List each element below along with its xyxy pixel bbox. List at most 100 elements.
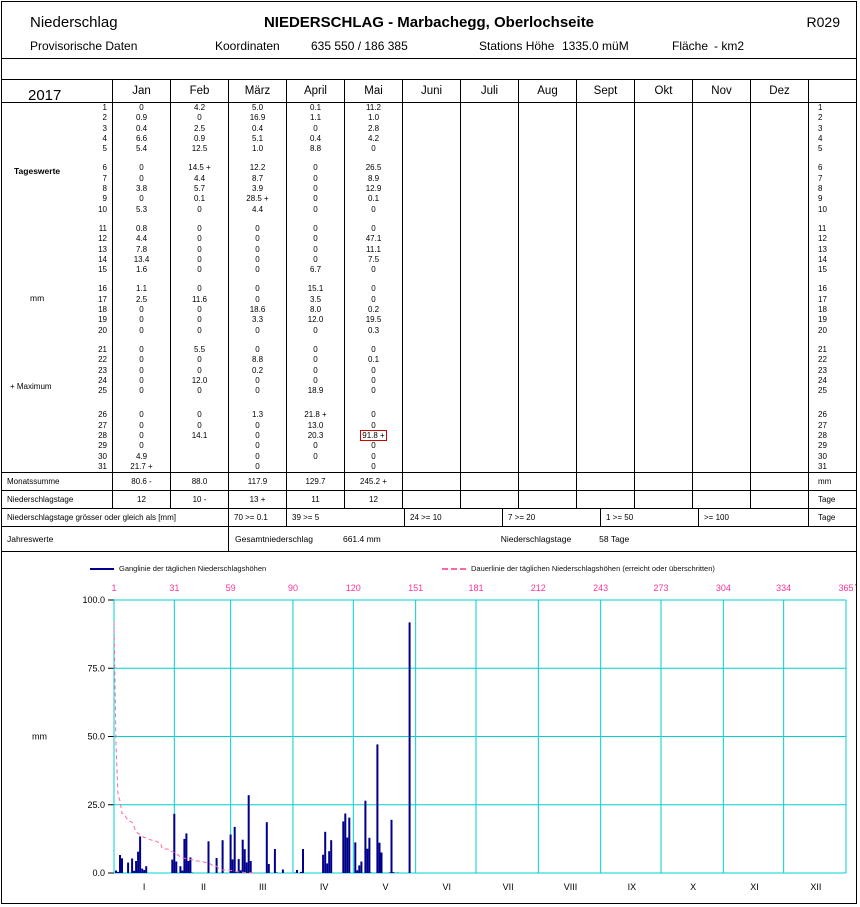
daily-value: 0 — [371, 410, 376, 420]
daily-value: 0 — [139, 386, 144, 396]
daily-value — [403, 355, 460, 365]
daily-value — [751, 386, 808, 396]
daily-value: 1.1 — [309, 113, 322, 123]
daily-value — [577, 144, 634, 154]
daily-value — [461, 452, 518, 462]
daily-value — [751, 345, 808, 355]
daily-value: 0 — [371, 441, 376, 451]
daily-value — [403, 174, 460, 184]
daily-value — [461, 144, 518, 154]
monthly-sum-label: Monatssumme — [7, 477, 60, 487]
daily-values-table: 2017 Tageswerte mm + Maximum Jan Feb März A… — [2, 79, 856, 553]
row-group-gap — [809, 336, 856, 345]
daily-value — [577, 305, 634, 315]
daily-value — [577, 462, 634, 472]
daily-value: 21.8 + — [304, 410, 327, 420]
precip-days-value — [402, 491, 460, 509]
daily-value — [403, 124, 460, 134]
daily-value: 0 — [139, 441, 144, 451]
station-altitude-label: Stations Höhe — [479, 39, 555, 53]
daily-value — [461, 163, 518, 173]
daily-value — [635, 255, 692, 265]
daily-value: 0 — [313, 123, 318, 133]
daily-value — [693, 452, 750, 462]
daily-value: 0 — [139, 325, 144, 335]
row-group-gap — [171, 396, 228, 410]
daily-value — [403, 184, 460, 194]
x-axis-day-label: 31 — [169, 583, 179, 593]
precip-bar — [388, 872, 391, 874]
daily-value: 3.8 — [135, 184, 148, 194]
daily-value — [693, 315, 750, 325]
day-number: 21 — [98, 344, 107, 354]
daily-value — [461, 113, 518, 123]
daily-value — [461, 295, 518, 305]
day-number: 10 — [98, 204, 107, 214]
daily-value: 0 — [313, 441, 318, 451]
daily-value — [403, 144, 460, 154]
x-axis-day-label: 243 — [593, 583, 608, 593]
row-group-gap — [403, 396, 460, 410]
daily-value: 0.1 — [367, 194, 380, 204]
tageswerte-label: Tageswerte — [14, 166, 61, 176]
precip-bar — [354, 842, 357, 874]
day-number: 26 — [98, 410, 107, 420]
row-group-gap — [809, 396, 856, 410]
day-number: 7 — [102, 173, 107, 183]
provisional-data-label: Provisorische Daten — [30, 39, 138, 53]
x-axis-day-label: 212 — [531, 583, 546, 593]
daily-value: 11.6 — [192, 294, 207, 304]
precip-days-value: 11 — [286, 491, 344, 509]
precip-days-value — [750, 491, 808, 509]
daily-value — [403, 134, 460, 144]
day-number: 20 — [818, 325, 827, 335]
month-header-row: Jan Feb März April Mai Juni Juli Aug Sept Okt Nov D… — [2, 80, 856, 103]
threshold-cell: 70 >= 0.1 — [228, 509, 286, 527]
daily-value — [403, 103, 460, 113]
area-label: Fläche — [672, 39, 709, 53]
daily-value — [519, 452, 576, 462]
daily-value: 5.7 — [193, 184, 206, 194]
daily-value — [577, 326, 634, 336]
day-number: 6 — [102, 163, 107, 173]
daily-value — [403, 452, 460, 462]
daily-value — [577, 224, 634, 234]
daily-value: 0 — [255, 234, 260, 244]
monthly-sum-value — [634, 473, 692, 491]
row-group-gap — [287, 215, 344, 224]
daily-value — [577, 366, 634, 376]
row-group-gap — [461, 215, 518, 224]
daily-value — [577, 376, 634, 386]
row-group-gap — [287, 336, 344, 345]
row-group-gap — [345, 275, 402, 284]
daily-value: 0 — [255, 254, 260, 264]
daily-value — [519, 113, 576, 123]
month-header-cells: Jan Feb März April Mai Juni Juli Aug Sept Okt Nov D… — [112, 80, 808, 102]
daily-value: 0.4 — [135, 123, 148, 133]
day-number: 12 — [818, 234, 827, 244]
row-group-gap — [577, 215, 634, 224]
daily-value — [577, 255, 634, 265]
daily-value: 0 — [255, 386, 260, 396]
month-numeral-label: III — [259, 882, 267, 892]
x-axis-day-label: 59 — [226, 583, 236, 593]
daily-value — [751, 144, 808, 154]
daily-value — [635, 410, 692, 420]
row-group-gap — [577, 336, 634, 345]
daily-value — [519, 355, 576, 365]
row-group-gap — [403, 275, 460, 284]
page-title: NIEDERSCHLAG - Marbachegg, Oberlochseite — [263, 14, 595, 31]
daily-value — [751, 205, 808, 215]
monthly-sum-value: 80.6 - — [112, 473, 170, 491]
month-column-Feb: 4.2 0 2.5 0.9 12.5 14.5 +4.4 5.7 0.1 0 0 0 0 0 0 0 11.6… — [170, 103, 228, 473]
daily-value — [751, 245, 808, 255]
precip-bar — [229, 834, 232, 874]
daily-value — [577, 315, 634, 325]
daily-value: 0.8 — [135, 223, 148, 233]
daily-value: 0.2 — [251, 365, 264, 375]
monthly-sum-value: 117.9 — [228, 473, 286, 491]
daily-value: 0 — [139, 305, 144, 315]
daily-value — [577, 124, 634, 134]
daily-value: 5.1 — [251, 133, 264, 143]
daily-value: 4.4 — [251, 204, 264, 214]
